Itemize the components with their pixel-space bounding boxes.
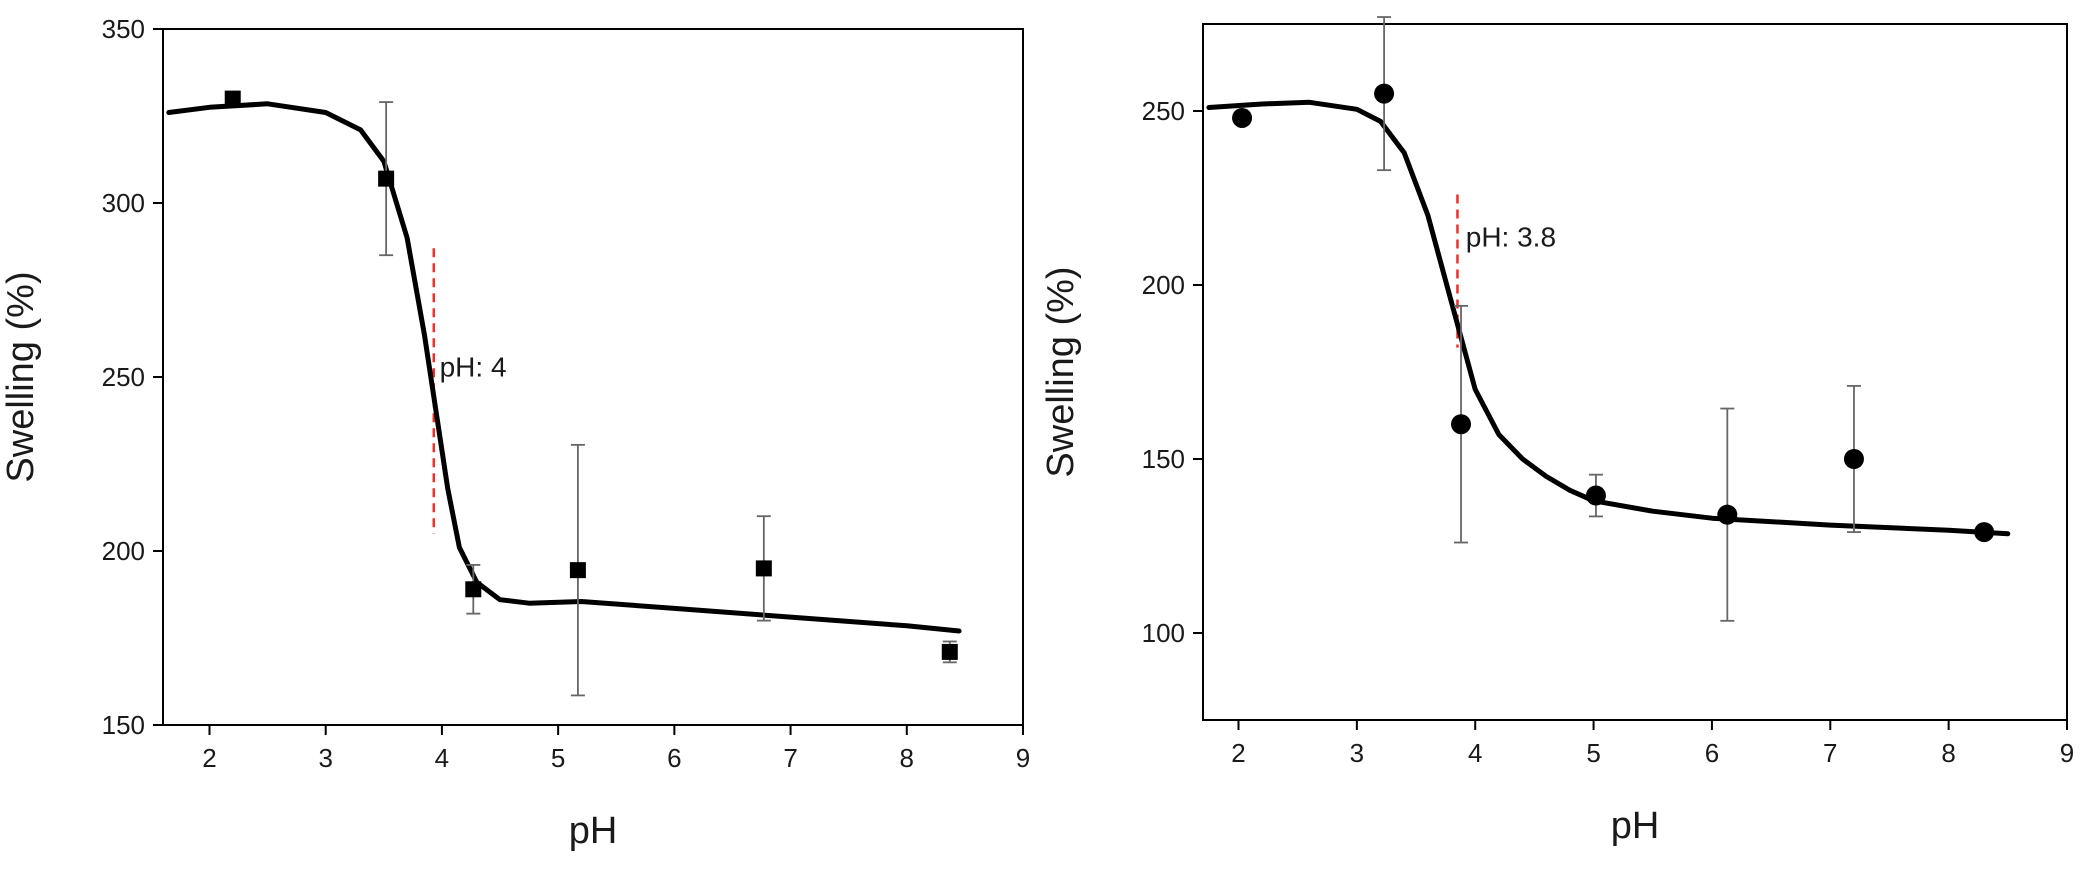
y-tick-label: 200 [1142,270,1185,300]
x-tick-label: 4 [435,743,449,773]
data-point [1843,449,1864,469]
y-tick-label: 250 [1142,96,1185,126]
y-tick-label: 150 [102,710,145,740]
data-point [941,643,958,660]
data-point [1374,83,1395,104]
x-tick-label: 8 [900,743,914,773]
x-tick-label: 3 [318,743,332,773]
y-tick-label: 200 [102,536,145,566]
x-tick-label: 5 [551,743,565,773]
y-tick-label: 300 [102,188,145,218]
data-point [569,562,586,579]
x-tick-label: 5 [1586,738,1600,768]
data-point [1717,504,1738,525]
data-point [465,581,482,598]
fit-curve [1206,99,2011,537]
x-axis-title: pH [1611,805,1660,847]
data-point [224,90,241,107]
threshold-annotation: pH: 4 [440,352,507,383]
x-tick-label: 7 [1823,738,1837,768]
data-point [1974,522,1995,543]
x-tick-label: 4 [1468,738,1482,768]
x-tick-label: 9 [1016,743,1030,773]
x-tick-label: 7 [783,743,797,773]
threshold-annotation: pH: 3.8 [1466,221,1556,252]
y-tick-label: 100 [1142,618,1185,648]
x-tick-label: 9 [2060,738,2074,768]
y-axis-title: Swelling (%) [0,271,42,482]
plot-frame [162,28,1024,726]
y-tick-label: 350 [102,14,145,44]
data-point [1232,107,1253,128]
y-tick-label: 150 [1142,444,1185,474]
x-tick-label: 2 [202,743,216,773]
y-tick-label: 250 [102,362,145,392]
x-tick-label: 3 [1350,738,1364,768]
chart-right: 2 3 4 5 6 7 8 9 100 150 200 250 pH Swelling (%) pH: 3.… [1040,16,2074,847]
x-tick-label: 2 [1231,738,1245,768]
plot-frame [1202,23,2068,721]
data-point [1585,485,1606,506]
x-axis-title: pH [569,810,618,852]
x-tick-label: 6 [667,743,681,773]
fit-curve [166,101,962,634]
y-axis-title: Swelling (%) [1040,266,1082,477]
x-tick-label: 8 [1941,738,1955,768]
x-tick-label: 6 [1705,738,1719,768]
data-point [755,560,772,577]
data-point [378,170,395,187]
chart-left: 2 3 4 5 6 7 8 9 150 200 250 300 350 pH Swelling (%) pH:… [0,14,1030,852]
data-point [1451,414,1472,435]
